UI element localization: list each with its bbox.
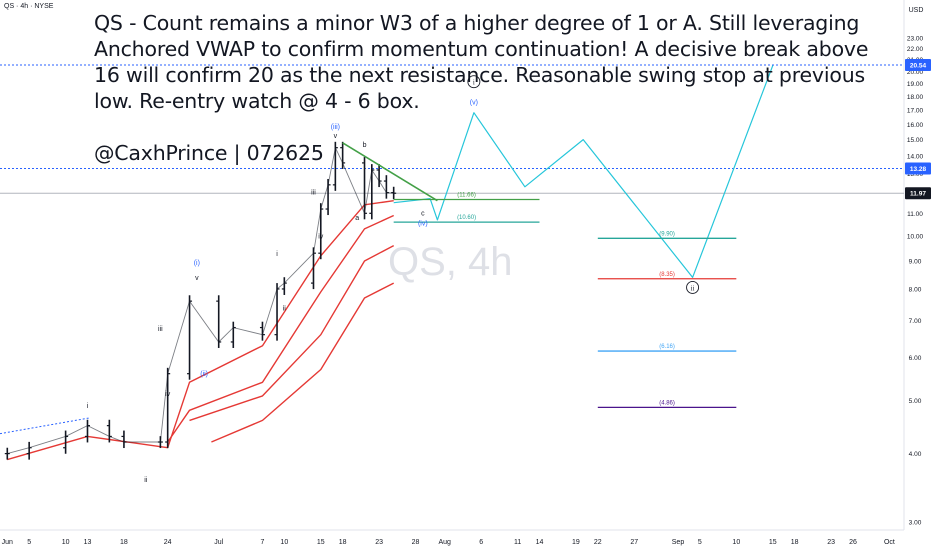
- wave-label: a: [355, 215, 359, 222]
- annotation-text: QS - Count remains a minor W3 of a highe…: [94, 11, 869, 113]
- y-tick-label: 10.00: [907, 233, 924, 240]
- wave-label: iv: [165, 391, 171, 398]
- target-level-label: (8.35): [659, 272, 675, 278]
- symbol-watermark: QS, 4h: [388, 240, 513, 284]
- x-tick-label: 10: [280, 539, 288, 546]
- price-tag-label: 20.54: [910, 62, 927, 69]
- x-tick-label: 10: [62, 539, 70, 546]
- price-tag-label: 11.97: [910, 191, 926, 198]
- y-tick-label: 11.00: [907, 211, 923, 218]
- x-tick-label: 15: [769, 539, 777, 546]
- x-tick-label: 6: [479, 539, 483, 546]
- analysis-annotation: QS - Count remains a minor W3 of a highe…: [94, 10, 874, 166]
- vwap-band-4: [211, 282, 395, 443]
- vwap-band-3: [189, 244, 395, 422]
- x-tick-label: 24: [164, 539, 172, 546]
- wave-label: (i): [194, 260, 200, 267]
- wave-label: c: [421, 210, 425, 217]
- x-tick-label: 18: [339, 539, 347, 546]
- x-tick-label: 5: [27, 539, 31, 546]
- y-tick-label: 4.00: [909, 451, 922, 458]
- x-tick-label: 7: [260, 539, 264, 546]
- price-tag-box: [905, 58, 931, 71]
- x-tick-label: 26: [849, 539, 857, 546]
- x-tick-label: 11: [514, 539, 521, 546]
- wave-label: (v): [470, 99, 478, 106]
- wave-label: ii: [691, 284, 695, 292]
- wave-label: (ii): [200, 371, 208, 378]
- wave-label: iv: [318, 233, 324, 240]
- y-tick-label: 5.00: [909, 398, 922, 405]
- wave-label: i: [276, 251, 278, 258]
- wave-label: ii: [283, 306, 287, 313]
- target-level-label: (10.60): [457, 215, 476, 221]
- vwap-band-1: [7, 200, 394, 461]
- y-tick-label: 17.00: [907, 107, 924, 114]
- currency-label: USD: [909, 7, 924, 14]
- wave-label: iii: [158, 326, 163, 333]
- y-tick-label: 14.00: [907, 154, 924, 161]
- x-tick-label: 18: [791, 539, 799, 546]
- y-tick-label: 18.00: [907, 94, 924, 101]
- resistance-trendline: [342, 142, 438, 202]
- price-series-line: [7, 146, 394, 455]
- wave-label: (iv): [418, 220, 428, 227]
- y-tick-label: 8.00: [909, 286, 922, 293]
- x-tick-label: 22: [594, 539, 602, 546]
- y-tick-label: 16.00: [907, 122, 924, 129]
- elliott-projection-path: [393, 65, 774, 278]
- x-tick-label: 5: [698, 539, 702, 546]
- price-tag-label: 13.28: [910, 166, 927, 173]
- wave-label: i: [473, 79, 475, 87]
- y-tick-label: 3.00: [909, 519, 922, 526]
- wave-label: v: [334, 133, 338, 140]
- x-tick-label: 14: [536, 539, 544, 546]
- wave-label-circle: [467, 75, 481, 89]
- wave-label: v: [195, 275, 199, 282]
- x-tick-label: 23: [375, 539, 383, 546]
- target-level-label: (4.86): [659, 400, 675, 406]
- author-handle: @CaxhPrince | 072625: [94, 141, 324, 165]
- y-tick-label: 13.00: [907, 171, 924, 178]
- x-tick-label: Jul: [214, 539, 223, 546]
- target-level-label: (9.90): [659, 231, 675, 237]
- wave-label: iii: [311, 190, 316, 197]
- x-tick-label: Aug: [438, 539, 451, 546]
- wave-label: (iii): [331, 124, 340, 131]
- x-tick-label: 19: [572, 539, 580, 546]
- y-tick-label: 19.00: [907, 81, 924, 88]
- x-tick-label: 27: [630, 539, 638, 546]
- x-tick-label: Oct: [884, 539, 895, 546]
- y-tick-label: 7.00: [909, 318, 922, 325]
- wave-label: ii: [144, 477, 148, 484]
- y-tick-label: 9.00: [909, 258, 922, 265]
- price-tag-box: [905, 162, 931, 175]
- x-tick-label: Sep: [672, 539, 685, 546]
- x-tick-label: 28: [412, 539, 420, 546]
- x-tick-label: 15: [317, 539, 325, 546]
- anchor-guide-line: [0, 417, 91, 435]
- target-level-label: (11.66): [457, 192, 476, 198]
- target-level-label: (6.16): [659, 344, 675, 350]
- x-tick-label: Jun: [2, 539, 13, 546]
- y-tick-label: 23.00: [907, 36, 924, 43]
- y-tick-label: 22.00: [907, 46, 924, 53]
- x-tick-label: 13: [84, 539, 92, 546]
- y-tick-label: 6.00: [909, 355, 922, 362]
- wave-label-circle: [686, 280, 700, 294]
- x-tick-label: 10: [732, 539, 740, 546]
- symbol-header: QS · 4h · NYSE: [4, 3, 54, 10]
- price-tag-box: [905, 187, 931, 200]
- x-tick-label: 23: [827, 539, 835, 546]
- wave-label: b: [363, 142, 367, 149]
- y-tick-label: 20.00: [907, 69, 924, 76]
- y-tick-label: 15.00: [907, 137, 924, 144]
- x-tick-label: 18: [120, 539, 128, 546]
- vwap-band-2: [167, 214, 394, 443]
- wave-label: i: [87, 403, 89, 410]
